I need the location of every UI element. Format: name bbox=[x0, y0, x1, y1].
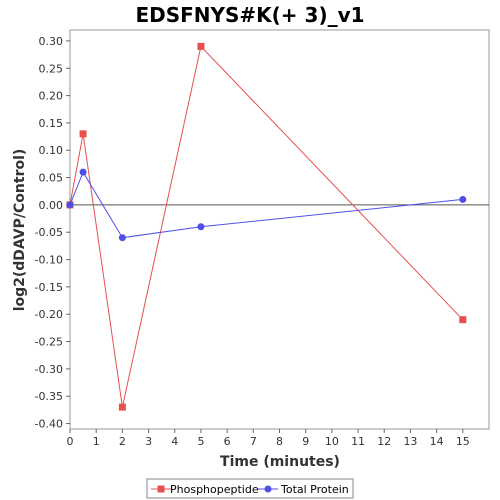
x-tick-label: 3 bbox=[145, 435, 152, 448]
series-total-protein bbox=[66, 168, 467, 242]
x-tick-label: 4 bbox=[171, 435, 178, 448]
x-tick-label: 0 bbox=[67, 435, 74, 448]
data-point-phosphopeptide bbox=[79, 130, 87, 138]
x-tick-label: 12 bbox=[377, 435, 391, 448]
legend-box bbox=[146, 478, 354, 499]
data-point-total-protein bbox=[66, 201, 74, 209]
x-tick-label: 5 bbox=[197, 435, 204, 448]
y-tick-label: 0.05 bbox=[39, 172, 64, 185]
legend-label-phosphopeptide: Phosphopeptide bbox=[170, 483, 259, 496]
y-axis-label: log2(dDAVP/Control) bbox=[12, 149, 28, 312]
data-point-phosphopeptide bbox=[197, 42, 205, 50]
data-point-phosphopeptide bbox=[459, 316, 467, 324]
data-point-total-protein bbox=[79, 168, 87, 176]
x-tick-label: 2 bbox=[119, 435, 126, 448]
x-tick-label: 15 bbox=[456, 435, 470, 448]
plot-area bbox=[69, 29, 490, 430]
y-tick-label: -0.05 bbox=[35, 226, 63, 239]
y-tick-label: 0.00 bbox=[39, 199, 64, 212]
y-tick-label: -0.10 bbox=[35, 254, 63, 267]
chart-title: EDSFNYS#K(+ 3)_v1 bbox=[135, 3, 364, 27]
legend: Phosphopeptide Total Protein bbox=[146, 478, 354, 499]
x-tick-label: 7 bbox=[250, 435, 257, 448]
y-tick-label: -0.15 bbox=[35, 281, 63, 294]
data-point-total-protein bbox=[459, 195, 467, 203]
y-tick-label: 0.20 bbox=[39, 90, 64, 103]
x-tick-label: 11 bbox=[351, 435, 365, 448]
x-tick-label: 1 bbox=[93, 435, 100, 448]
series-layer bbox=[66, 42, 467, 411]
y-tick-label: -0.40 bbox=[35, 418, 63, 431]
y-axis: 0.30 0.25 0.20 0.15 0.10 0.05 0.00 -0.05 -0.10 -0… bbox=[35, 35, 70, 431]
data-point-total-protein bbox=[118, 234, 126, 242]
legend-label-total-protein: Total Protein bbox=[280, 483, 349, 496]
legend-marker-total-protein bbox=[264, 485, 272, 493]
y-tick-label: 0.10 bbox=[39, 144, 64, 157]
x-tick-label: 8 bbox=[276, 435, 283, 448]
x-tick-label: 9 bbox=[302, 435, 309, 448]
x-tick-label: 14 bbox=[430, 435, 444, 448]
y-tick-label: 0.15 bbox=[39, 117, 64, 130]
data-point-total-protein bbox=[197, 223, 205, 231]
data-point-phosphopeptide bbox=[118, 403, 126, 411]
x-axis: 0 1 2 3 4 5 6 7 8 9 10 11 12 13 14 15 bbox=[67, 429, 470, 448]
y-tick-label: -0.20 bbox=[35, 308, 63, 321]
y-tick-label: -0.30 bbox=[35, 363, 63, 376]
x-axis-label: Time (minutes) bbox=[220, 454, 340, 470]
x-tick-label: 13 bbox=[403, 435, 417, 448]
y-tick-label: 0.25 bbox=[39, 62, 64, 75]
y-tick-label: -0.25 bbox=[35, 336, 63, 349]
legend-marker-phosphopeptide bbox=[157, 485, 165, 493]
x-tick-label: 6 bbox=[224, 435, 231, 448]
y-tick-label: -0.35 bbox=[35, 390, 63, 403]
x-tick-label: 10 bbox=[325, 435, 339, 448]
y-tick-label: 0.30 bbox=[39, 35, 64, 48]
